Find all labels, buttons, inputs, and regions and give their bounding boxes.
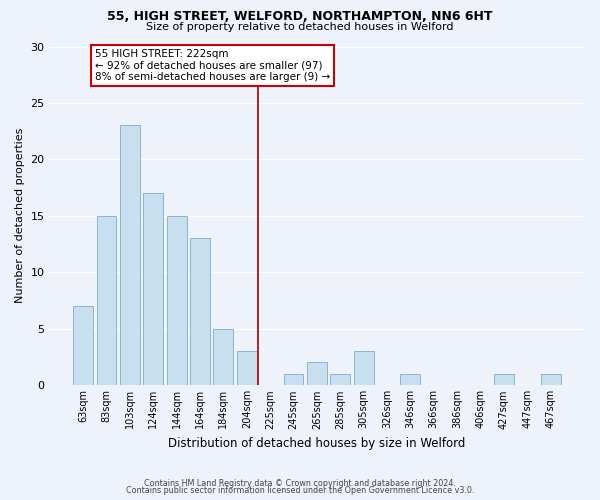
Bar — [167, 216, 187, 385]
Text: Size of property relative to detached houses in Welford: Size of property relative to detached ho… — [146, 22, 454, 32]
Bar — [541, 374, 560, 385]
Bar — [494, 374, 514, 385]
Bar — [400, 374, 421, 385]
Bar — [237, 351, 257, 385]
Bar — [284, 374, 304, 385]
Y-axis label: Number of detached properties: Number of detached properties — [15, 128, 25, 304]
Bar — [331, 374, 350, 385]
Bar — [307, 362, 327, 385]
X-axis label: Distribution of detached houses by size in Welford: Distribution of detached houses by size … — [168, 437, 466, 450]
Bar — [214, 328, 233, 385]
Bar — [190, 238, 210, 385]
Bar — [143, 193, 163, 385]
Text: Contains HM Land Registry data © Crown copyright and database right 2024.: Contains HM Land Registry data © Crown c… — [144, 478, 456, 488]
Bar — [97, 216, 116, 385]
Bar — [354, 351, 374, 385]
Text: 55, HIGH STREET, WELFORD, NORTHAMPTON, NN6 6HT: 55, HIGH STREET, WELFORD, NORTHAMPTON, N… — [107, 10, 493, 23]
Bar — [120, 126, 140, 385]
Text: Contains public sector information licensed under the Open Government Licence v3: Contains public sector information licen… — [126, 486, 474, 495]
Bar — [73, 306, 93, 385]
Text: 55 HIGH STREET: 222sqm
← 92% of detached houses are smaller (97)
8% of semi-deta: 55 HIGH STREET: 222sqm ← 92% of detached… — [95, 49, 330, 82]
